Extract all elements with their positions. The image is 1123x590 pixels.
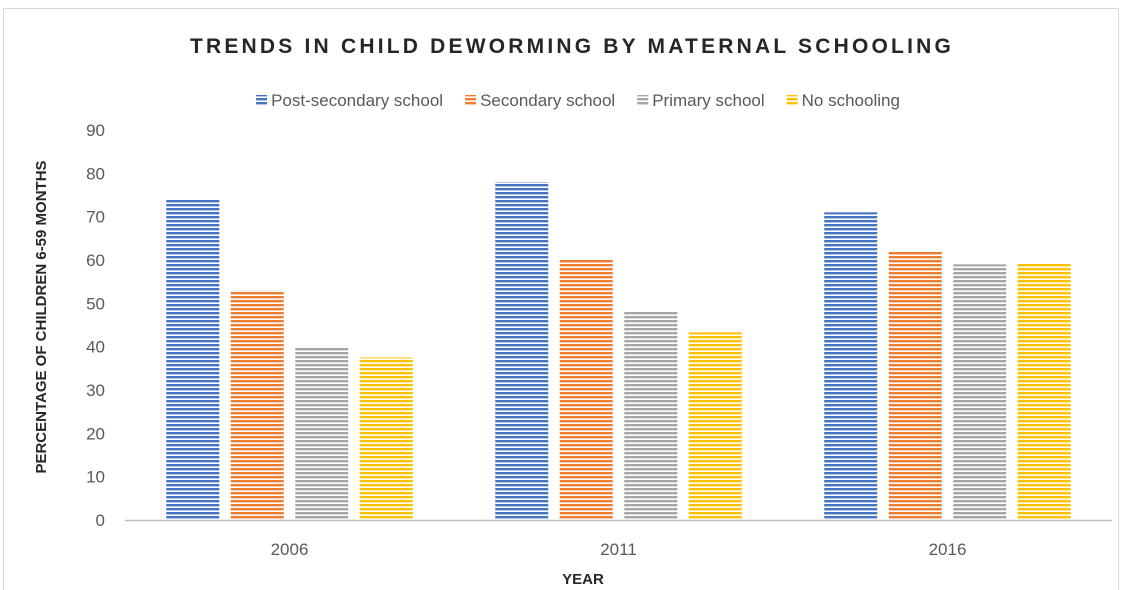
legend-label: Secondary school [480, 91, 615, 110]
bars [166, 182, 1071, 521]
legend-item-primary-school: Primary school [637, 91, 765, 110]
y-tick-label: 60 [86, 251, 105, 270]
legend-swatch [256, 95, 268, 106]
x-tick-label: 2016 [929, 540, 967, 559]
chart-title: TRENDS IN CHILD DEWORMING BY MATERNAL SC… [190, 35, 954, 58]
legend-swatch [465, 95, 477, 106]
legend-item-secondary-school: Secondary school [465, 91, 615, 110]
y-axis-label: PERCENTAGE OF CHILDREN 6-59 MONTHS [33, 160, 50, 473]
bar-primary-school-2016 [953, 264, 1007, 520]
bar-no-schooling-2016 [1017, 263, 1071, 520]
legend-swatch [637, 95, 649, 106]
x-tick-label: 2006 [271, 540, 309, 559]
bar-secondary-school-2006 [230, 290, 284, 520]
legend-label: No schooling [802, 91, 900, 110]
bar-post-secondary-school-2016 [824, 212, 878, 521]
y-tick-label: 10 [86, 468, 105, 487]
bar-post-secondary-school-2006 [166, 199, 220, 521]
x-tick-label: 2011 [600, 540, 637, 559]
legend-label: Primary school [652, 91, 764, 110]
y-tick-label: 20 [86, 424, 105, 443]
bar-no-schooling-2011 [688, 332, 742, 520]
bar-post-secondary-school-2011 [495, 182, 549, 520]
legend-item-post-secondary-school: Post-secondary school [256, 91, 443, 110]
y-axis-ticks: 0 10 20 30 40 50 60 70 80 90 [86, 121, 105, 530]
bar-secondary-school-2016 [888, 251, 942, 521]
legend-item-no-schooling: No schooling [786, 91, 900, 110]
x-axis-label: YEAR [562, 571, 604, 588]
y-tick-label: 0 [96, 511, 105, 530]
y-tick-label: 90 [86, 121, 105, 140]
x-axis-ticks: 2006 2011 2016 [271, 540, 967, 559]
y-tick-label: 50 [86, 294, 105, 313]
y-tick-label: 30 [86, 381, 105, 400]
legend-label: Post-secondary school [271, 91, 443, 110]
legend: Post-secondary school Secondary school Pri… [256, 91, 900, 110]
y-tick-label: 80 [86, 164, 105, 183]
bar-no-schooling-2006 [359, 357, 413, 520]
bar-primary-school-2011 [624, 312, 678, 520]
bar-primary-school-2006 [295, 346, 349, 520]
bar-secondary-school-2011 [559, 260, 613, 520]
y-tick-label: 40 [86, 338, 105, 357]
legend-swatch [786, 95, 798, 106]
y-tick-label: 70 [86, 208, 105, 227]
